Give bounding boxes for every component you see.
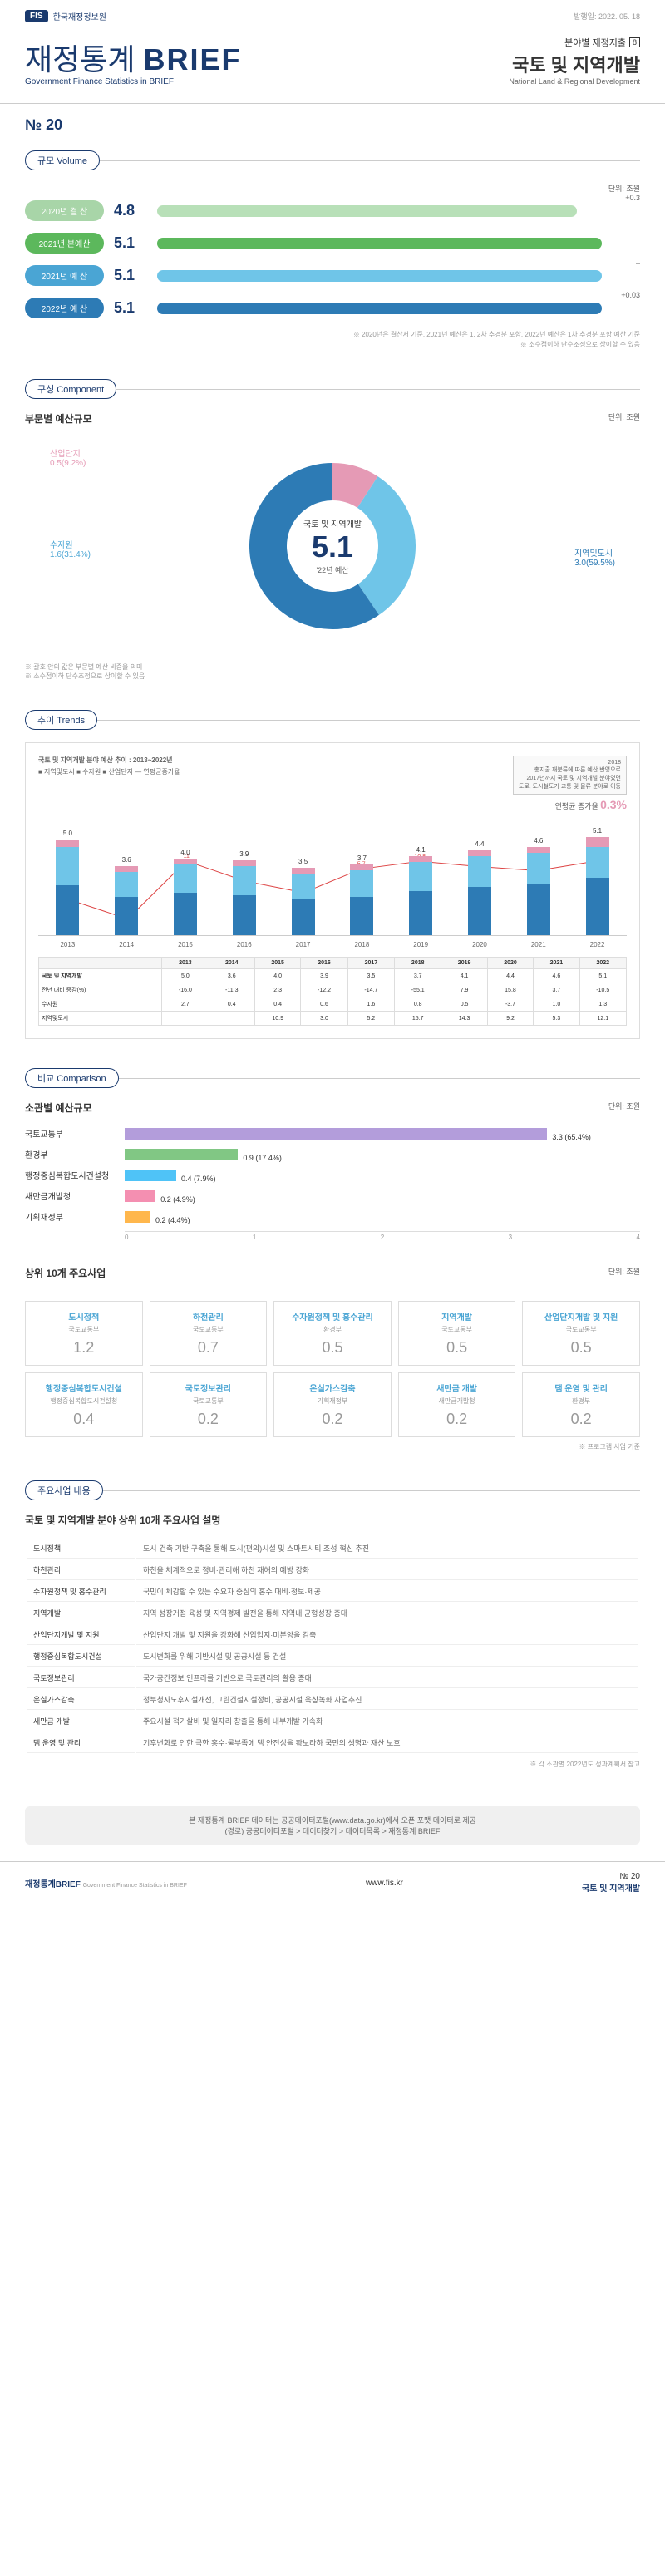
desc-subtitle: 국토 및 지역개발 분야 상위 10개 주요사업 설명 (25, 1513, 640, 1527)
comparison-chart: 국토교통부3.3 (65.4%)환경부0.9 (17.4%)행정중심복합도시건설… (25, 1127, 640, 1223)
publish-date: 발행일: 2022. 05. 18 (574, 11, 640, 22)
donut-chart: 국토 및 지역개발 5.1 '22년 예산 산업단지0.5(9.2%) 수자원1… (25, 438, 640, 654)
top10-card: 국토정보관리국토교통부0.2 (150, 1372, 268, 1437)
donut-label-2: 수자원1.6(31.4%) (50, 538, 91, 559)
volume-row: 2021년 예 산 5.1 – (25, 265, 640, 286)
top10-card: 댐 운영 및 관리환경부0.2 (522, 1372, 640, 1437)
top10-title: 상위 10개 주요사업 (25, 1266, 106, 1280)
section-comparison: 비교 Comparison (25, 1068, 119, 1088)
section-trends: 추이 Trends (25, 710, 97, 730)
top10-card: 온실가스감축기획재정부0.2 (273, 1372, 392, 1437)
component-notes: ※ 괄호 안의 값은 부문별 예산 비중을 의미※ 소수점이하 단수조정으로 상… (25, 662, 640, 681)
section-component: 구성 Component (25, 379, 116, 399)
trend-note-box: 2018 총지출 재분류에 따른 예산 반영으로 2017년까지 국토 및 지역… (513, 756, 627, 795)
bottom-bar: 재정통계BRIEF Government Finance Statistics … (0, 1861, 665, 1904)
footer-box: 본 재정통계 BRIEF 데이터는 공공데이터포털(www.data.go.kr… (25, 1806, 640, 1845)
desc-table: 도시정책도시·건축 기반 구축을 통해 도시(편의)시설 및 스마트시티 조성·… (25, 1537, 640, 1755)
donut-label-1: 산업단지0.5(9.2%) (50, 446, 86, 468)
volume-notes: ※ 2020년은 결산서 기준, 2021년 예산은 1, 2차 추경분 포함,… (25, 330, 640, 350)
top10-card: 산업단지개발 및 지원국토교통부0.5 (522, 1301, 640, 1366)
section-volume: 규모 Volume (25, 150, 100, 170)
top10-card: 지역개발국토교통부0.5 (398, 1301, 516, 1366)
main-title: 재정통계 BRIEF Government Finance Statistics… (25, 36, 241, 86)
volume-row: 2020년 결 산 4.8 +0.3 (25, 200, 640, 221)
top10-card: 하천관리국토교통부0.7 (150, 1301, 268, 1366)
trend-table: 2013201420152016201720182019202020212022… (38, 957, 627, 1026)
top10-card: 새만금 개발새만금개발청0.2 (398, 1372, 516, 1437)
category-title: 분야별 재정지출8 국토 및 지역개발 National Land & Regi… (509, 36, 640, 86)
desc-note: ※ 각 소관별 2022년도 성과계획서 참고 (25, 1760, 640, 1769)
top10-note: ※ 프로그램 사업 기준 (25, 1442, 640, 1451)
top10-card: 도시정책국토교통부1.2 (25, 1301, 143, 1366)
logo-text: 한국재정정보원 (53, 10, 106, 22)
donut-label-3: 지역및도시3.0(59.5%) (574, 546, 615, 568)
logo: FIS 한국재정정보원 (25, 10, 106, 22)
top10-grid: 도시정책국토교통부1.2하천관리국토교통부0.7수자원정책 및 홍수관리환경부0… (25, 1301, 640, 1437)
comparison-subtitle: 소관별 예산규모 (25, 1101, 92, 1115)
component-subtitle: 부문별 예산규모 (25, 411, 92, 426)
unit-label: 단위: 조원 (25, 183, 640, 194)
top10-card: 행정중심복합도시건설행정중심복합도시건설청0.4 (25, 1372, 143, 1437)
logo-badge: FIS (25, 10, 48, 22)
section-desc: 주요사업 내용 (25, 1480, 103, 1500)
volume-row: 2022년 예 산 5.1 +0.03 (25, 298, 640, 318)
issue-number: № 20 (0, 104, 665, 142)
trend-chart: 국토 및 지역개발 분야 예산 추이 : 2013~2022년 ■ 지역및도시 … (25, 742, 640, 1039)
volume-row: 2021년 본예산 5.1 (25, 233, 640, 254)
top10-card: 수자원정책 및 홍수관리환경부0.5 (273, 1301, 392, 1366)
